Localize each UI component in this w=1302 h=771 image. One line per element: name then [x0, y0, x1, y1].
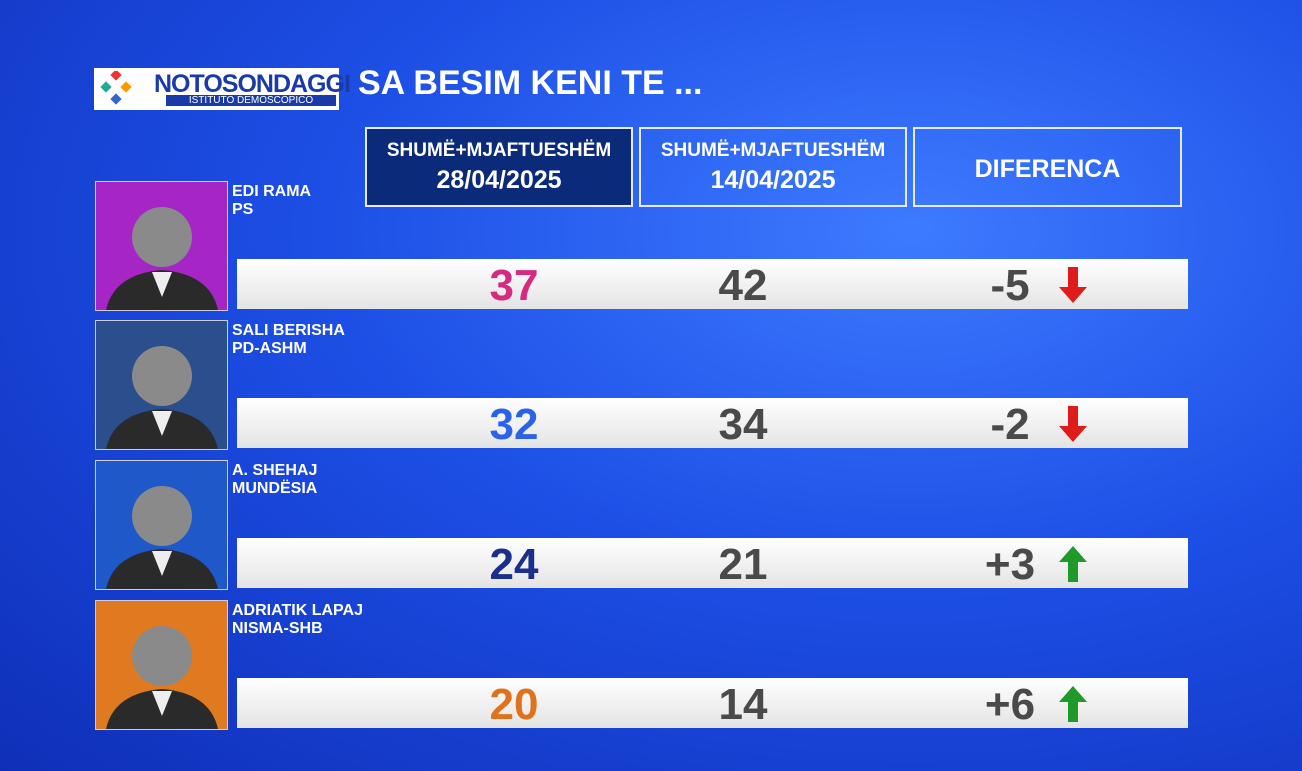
difference-value: -5: [990, 261, 1030, 310]
previous-value: 14: [718, 680, 768, 729]
column-header: SHUMË+MJAFTUESHËM 28/04/2025: [365, 127, 633, 207]
previous-value: 21: [718, 540, 768, 589]
photo: [95, 320, 228, 450]
candidate-party: PS: [232, 201, 254, 218]
candidate-party: PD-ASHM: [232, 340, 307, 357]
photo: [95, 181, 228, 311]
portrait: [106, 486, 218, 589]
photo: [95, 600, 228, 730]
logo-tagline: ISTITUTO DEMOSCOPICO: [166, 95, 336, 106]
row-bar: 37 42 -5: [237, 259, 1188, 310]
arrow-up: [1059, 686, 1087, 722]
portrait: [106, 346, 218, 449]
candidate-name: SALI BERISHA: [232, 322, 345, 339]
arrow-up: [1059, 546, 1087, 582]
candidate-name: ADRIATIK LAPAJ: [232, 602, 363, 619]
column-header: DIFERENCA: [913, 127, 1182, 207]
candidate-name: EDI RAMA: [232, 183, 312, 200]
header-date: 14/04/2025: [710, 165, 836, 194]
difference-value: +6: [984, 680, 1036, 729]
candidate-party: NISMA-SHB: [232, 620, 323, 637]
portrait: [106, 207, 218, 310]
title: SA BESIM KENI TE ...: [358, 64, 703, 102]
header-date: 28/04/2025: [436, 165, 562, 194]
current-value: 37: [489, 261, 539, 310]
logo-name: NOTOSONDAGGI: [154, 70, 351, 98]
row-bar: 20 14 +6: [237, 678, 1188, 729]
arrow-down: [1059, 406, 1087, 442]
row-bar: 32 34 -2: [237, 398, 1188, 449]
portrait: [106, 626, 218, 729]
logo: NOTOSONDAGGI ISTITUTO DEMOSCOPICO: [94, 68, 351, 110]
header-line: SHUMË+MJAFTUESHËM: [660, 139, 886, 161]
candidate-party: MUNDËSIA: [232, 480, 318, 497]
row-bar: 24 21 +3: [237, 538, 1188, 589]
header-line: DIFERENCA: [974, 154, 1121, 183]
previous-value: 42: [718, 261, 768, 310]
current-value: 32: [489, 400, 539, 449]
photo: [95, 460, 228, 590]
candidate-name: A. SHEHAJ: [232, 462, 318, 479]
current-value: 20: [489, 680, 539, 729]
column-header: SHUMË+MJAFTUESHËM 14/04/2025: [639, 127, 907, 207]
header-line: SHUMË+MJAFTUESHËM: [386, 139, 612, 161]
previous-value: 34: [718, 400, 768, 449]
logo-icon: [100, 71, 132, 105]
current-value: 24: [489, 540, 539, 589]
difference-value: +3: [984, 540, 1036, 589]
difference-value: -2: [990, 400, 1030, 449]
arrow-down: [1059, 267, 1087, 303]
